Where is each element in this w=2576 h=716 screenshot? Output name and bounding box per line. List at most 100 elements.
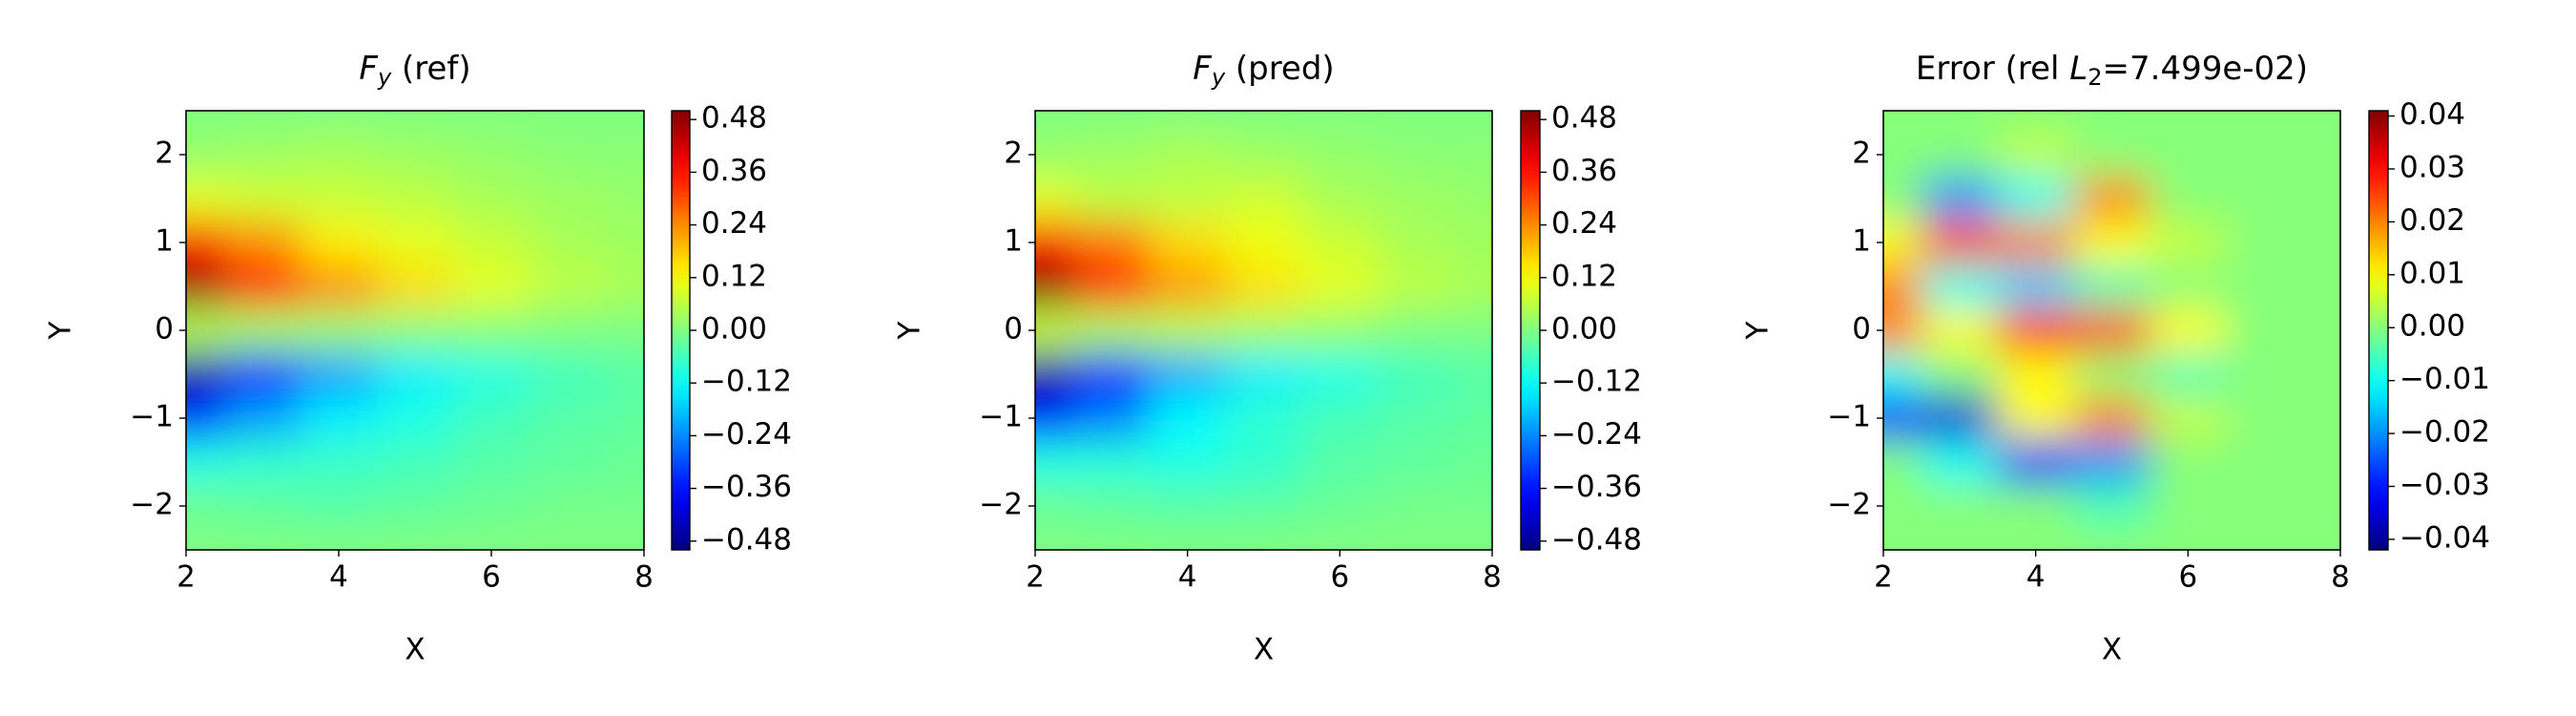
field-cell xyxy=(186,221,225,265)
field-cell xyxy=(453,111,530,134)
colorbar-tick-label: −0.24 xyxy=(701,417,792,452)
colorbar-tick-label: 0.00 xyxy=(2399,309,2465,344)
field-cell xyxy=(1225,352,1303,397)
colorbar-tick-label: −0.48 xyxy=(1551,522,1642,557)
x-axis-label: X xyxy=(405,633,425,667)
field-cell xyxy=(1035,221,1074,265)
colorbar-tick-label: 0.12 xyxy=(701,259,767,293)
field-cell xyxy=(224,133,301,178)
field-cell xyxy=(1378,177,1456,221)
field-cell xyxy=(186,528,225,550)
colorbar-tick-label: 0.48 xyxy=(1551,101,1617,136)
field-cell xyxy=(1149,177,1227,221)
field-cell xyxy=(224,484,301,529)
field-cell xyxy=(301,264,378,309)
x-axis-label: X xyxy=(1254,633,1274,667)
field-cell xyxy=(2302,484,2340,529)
field-cell xyxy=(606,440,644,485)
field-cell xyxy=(1378,440,1456,485)
plot-area xyxy=(186,111,644,550)
field-cell xyxy=(2226,308,2304,353)
title-symbol: F xyxy=(1193,50,1212,88)
field-cell xyxy=(2073,484,2151,529)
field-cell xyxy=(1454,308,1492,353)
field-cell xyxy=(377,111,454,134)
field-cell xyxy=(2150,111,2228,134)
x-tick-label: 8 xyxy=(2331,560,2350,595)
title-text: (pred) xyxy=(1225,50,1335,88)
field-cell xyxy=(1378,352,1456,397)
field-cell xyxy=(186,308,225,353)
field-cell xyxy=(2073,440,2151,485)
title-text: =7.499e-02) xyxy=(2103,50,2309,88)
colorbar-tick-label: 0.02 xyxy=(2399,203,2465,238)
field-cell xyxy=(1378,528,1456,550)
colorbar-tick-label: −0.24 xyxy=(1551,417,1642,452)
x-tick-label: 4 xyxy=(1178,560,1197,595)
field-cell xyxy=(2226,177,2304,221)
field-cell xyxy=(606,396,644,441)
field-cell xyxy=(1035,440,1074,485)
y-tick-label: −2 xyxy=(1827,488,1871,522)
field-cell xyxy=(1921,221,1999,265)
x-tick-label: 2 xyxy=(177,560,196,595)
field-cell xyxy=(224,221,301,265)
field-cell xyxy=(377,352,454,397)
field-cell xyxy=(1883,264,1922,309)
field-cell xyxy=(186,440,225,485)
field-cell xyxy=(1149,133,1227,178)
field-cell xyxy=(1454,484,1492,529)
field-cell xyxy=(1454,528,1492,550)
field-cell xyxy=(224,352,301,397)
colorbar-tick-label: −0.12 xyxy=(701,365,792,399)
field-cell xyxy=(1035,111,1074,134)
field-cell xyxy=(453,264,530,309)
field-cell xyxy=(224,396,301,441)
colorbar-tick-label: −0.12 xyxy=(1551,365,1642,399)
title-text: (ref) xyxy=(391,50,470,88)
field-cell xyxy=(1225,308,1303,353)
field-cell xyxy=(1883,396,1922,441)
y-tick-label: 1 xyxy=(1852,224,1871,259)
field-cell xyxy=(1378,111,1456,134)
field-cell xyxy=(1149,528,1227,550)
field-cell xyxy=(377,440,454,485)
field-cell xyxy=(301,484,378,529)
field-cell xyxy=(2073,264,2151,309)
field-cell xyxy=(301,221,378,265)
field-cell xyxy=(606,133,644,178)
field-cell xyxy=(224,264,301,309)
field-cell xyxy=(2073,133,2151,178)
field-cell xyxy=(1149,352,1227,397)
field-cell xyxy=(1225,133,1303,178)
field-cell xyxy=(2226,484,2304,529)
field-cell xyxy=(1149,111,1227,134)
field-cell xyxy=(2073,528,2151,550)
field-cell xyxy=(453,308,530,353)
field-cell xyxy=(1921,133,1999,178)
x-tick-label: 4 xyxy=(329,560,348,595)
field-cell xyxy=(1072,396,1151,441)
field-cell xyxy=(301,308,378,353)
field-cell xyxy=(301,396,378,441)
colorbar-tick-label: −0.04 xyxy=(2399,520,2490,555)
field-cell xyxy=(1378,484,1456,529)
field-cell xyxy=(1301,352,1380,397)
field-cell xyxy=(186,484,225,529)
field-cell xyxy=(1921,352,1999,397)
x-tick-label: 2 xyxy=(1026,560,1045,595)
field-cell xyxy=(1883,484,1922,529)
y-tick-label: −2 xyxy=(979,488,1023,522)
field-cell xyxy=(1072,133,1151,178)
field-cell xyxy=(1225,440,1303,485)
field-cell xyxy=(186,177,225,221)
field-cell xyxy=(224,111,301,134)
panel-title: Error (rel L2=7.499e-02) xyxy=(1916,50,2308,92)
y-tick-label: −1 xyxy=(130,400,174,434)
field-cell xyxy=(1921,484,1999,529)
field-cell xyxy=(2226,111,2304,134)
field-cell xyxy=(1883,352,1922,397)
field-cell xyxy=(606,308,644,353)
title-symbol: L xyxy=(2069,50,2088,88)
